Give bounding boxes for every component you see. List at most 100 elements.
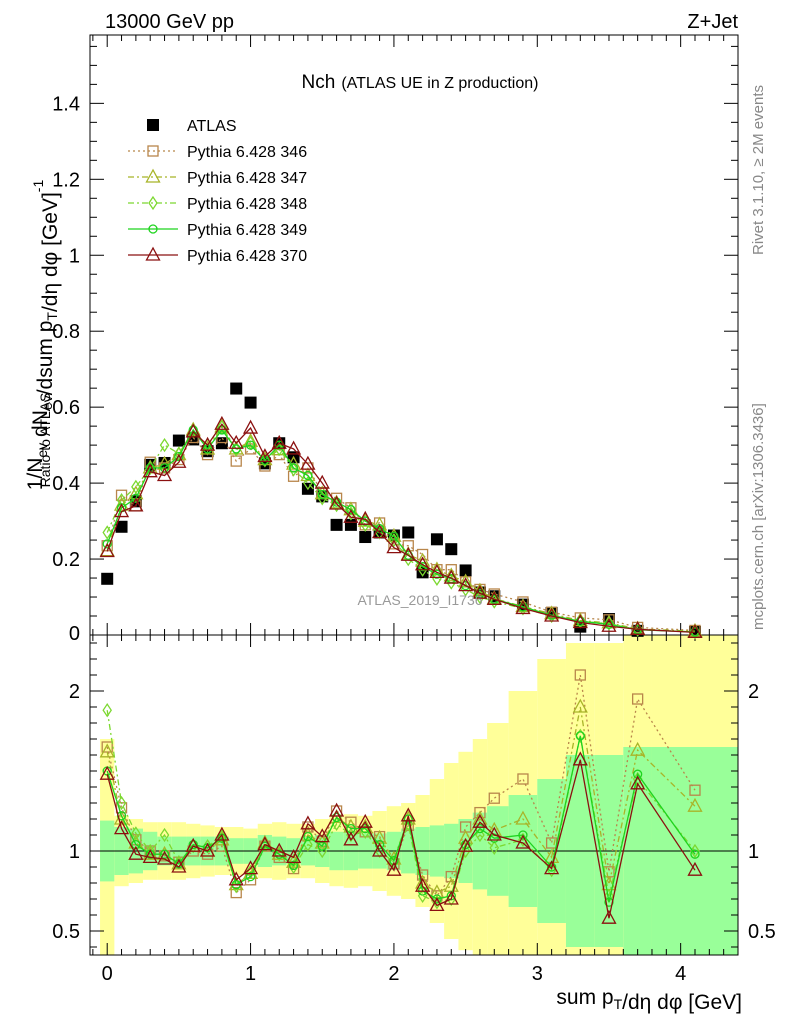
data-point	[285, 440, 302, 455]
ratio-point	[432, 895, 442, 910]
series-line	[106, 423, 696, 633]
ratio-point	[257, 836, 273, 851]
data-point	[372, 524, 388, 539]
ratio-point	[303, 831, 313, 842]
data-point	[443, 569, 459, 584]
data-point	[300, 455, 316, 470]
ratio-point	[171, 858, 187, 873]
ratio-point	[687, 861, 703, 876]
data-point	[199, 440, 216, 455]
ratio-point	[575, 728, 586, 743]
data-point	[415, 556, 431, 571]
data-point	[217, 419, 227, 435]
data-point	[230, 382, 243, 395]
ratio-point	[131, 839, 141, 850]
ratio-point	[274, 849, 284, 859]
ylabel-part: -1	[30, 180, 46, 193]
ratio-point	[572, 751, 588, 766]
rivet-label: Rivet 3.1.10, ≥ 2M events	[750, 85, 767, 255]
data-point	[303, 470, 313, 481]
data-point	[330, 518, 343, 531]
ratio-point	[99, 765, 115, 780]
ratio-point	[245, 871, 256, 882]
main-y-tick-label: 0.2	[52, 549, 80, 571]
ratio-point	[574, 669, 586, 681]
data-point	[430, 533, 443, 546]
data-point	[102, 525, 112, 540]
data-point	[429, 563, 445, 578]
title-sub: (ATLAS UE in Z production)	[341, 75, 538, 92]
main-y-tick-label: 1	[69, 245, 80, 267]
data-point	[145, 460, 155, 476]
ratio-point	[486, 826, 502, 841]
ratio-point	[343, 831, 359, 846]
data-point	[445, 543, 458, 556]
data-point	[156, 467, 173, 482]
data-point	[244, 396, 257, 409]
ratio-point	[460, 843, 471, 859]
data-point	[343, 508, 359, 523]
ratio-point	[415, 877, 431, 892]
ratio-point	[630, 741, 646, 756]
data-point	[687, 623, 703, 638]
main-series	[99, 382, 703, 640]
x-tick-label: 1	[245, 963, 256, 985]
ratio-point	[113, 820, 130, 835]
ratio-series-pythia-6-428-370	[99, 751, 703, 924]
data-point	[601, 617, 617, 632]
ratio-point	[128, 845, 144, 860]
data-point	[171, 453, 187, 468]
data-point	[257, 448, 273, 463]
main-y-tick-label: 0.8	[52, 321, 80, 343]
series-pythia-6-428-370	[99, 415, 703, 638]
data-point	[302, 462, 314, 474]
legend-marker	[147, 145, 159, 157]
data-point	[159, 463, 170, 473]
ratio-point	[443, 890, 459, 905]
ratio-line	[106, 759, 696, 919]
data-point	[228, 434, 244, 449]
data-point	[172, 434, 185, 447]
x-axis-label: sum pT/dη dφ [GeV]	[556, 986, 742, 1014]
ratio-point	[488, 792, 500, 804]
data-point	[303, 475, 313, 491]
header-right: Z+Jet	[687, 11, 738, 33]
data-point	[357, 512, 373, 527]
data-point	[131, 479, 141, 495]
legend-label: Pythia 6.428 347	[187, 170, 307, 187]
main-y-tick-label-zero: 0	[69, 623, 80, 645]
legend-entry: Pythia 6.428 346	[128, 144, 307, 161]
data-point	[128, 497, 144, 512]
ratio-point	[517, 773, 529, 785]
ratio-point	[185, 837, 201, 852]
legend-entry: Pythia 6.428 347	[128, 168, 307, 187]
data-point	[458, 577, 474, 592]
data-point	[288, 463, 299, 473]
ratio-point	[575, 731, 585, 741]
data-point	[459, 564, 472, 577]
ratio-point	[257, 834, 273, 849]
ratio-point	[601, 909, 617, 924]
ratio-point	[631, 693, 644, 705]
ratio-point	[400, 807, 416, 822]
series-line	[106, 428, 696, 633]
legend-label: Pythia 6.428 346	[187, 144, 307, 161]
ylabel-part: 1/N	[24, 458, 47, 491]
legend-marker	[145, 168, 161, 183]
ratio-point	[216, 840, 228, 852]
legend-marker	[148, 195, 158, 211]
legend-label: Pythia 6.428 349	[187, 222, 307, 239]
data-point	[174, 451, 184, 462]
data-point	[214, 415, 230, 430]
ratio-point	[546, 863, 557, 878]
legend-label: Pythia 6.428 348	[187, 196, 307, 213]
ratio-y-tick-label-right: 2	[748, 681, 759, 703]
data-point	[271, 434, 287, 449]
ylabel-part: ev	[39, 395, 55, 410]
data-point	[344, 518, 357, 531]
ratio-point	[300, 815, 316, 830]
ratio-point	[687, 797, 703, 812]
data-point	[317, 489, 327, 500]
data-point	[416, 548, 429, 561]
ratio-point	[230, 886, 242, 899]
